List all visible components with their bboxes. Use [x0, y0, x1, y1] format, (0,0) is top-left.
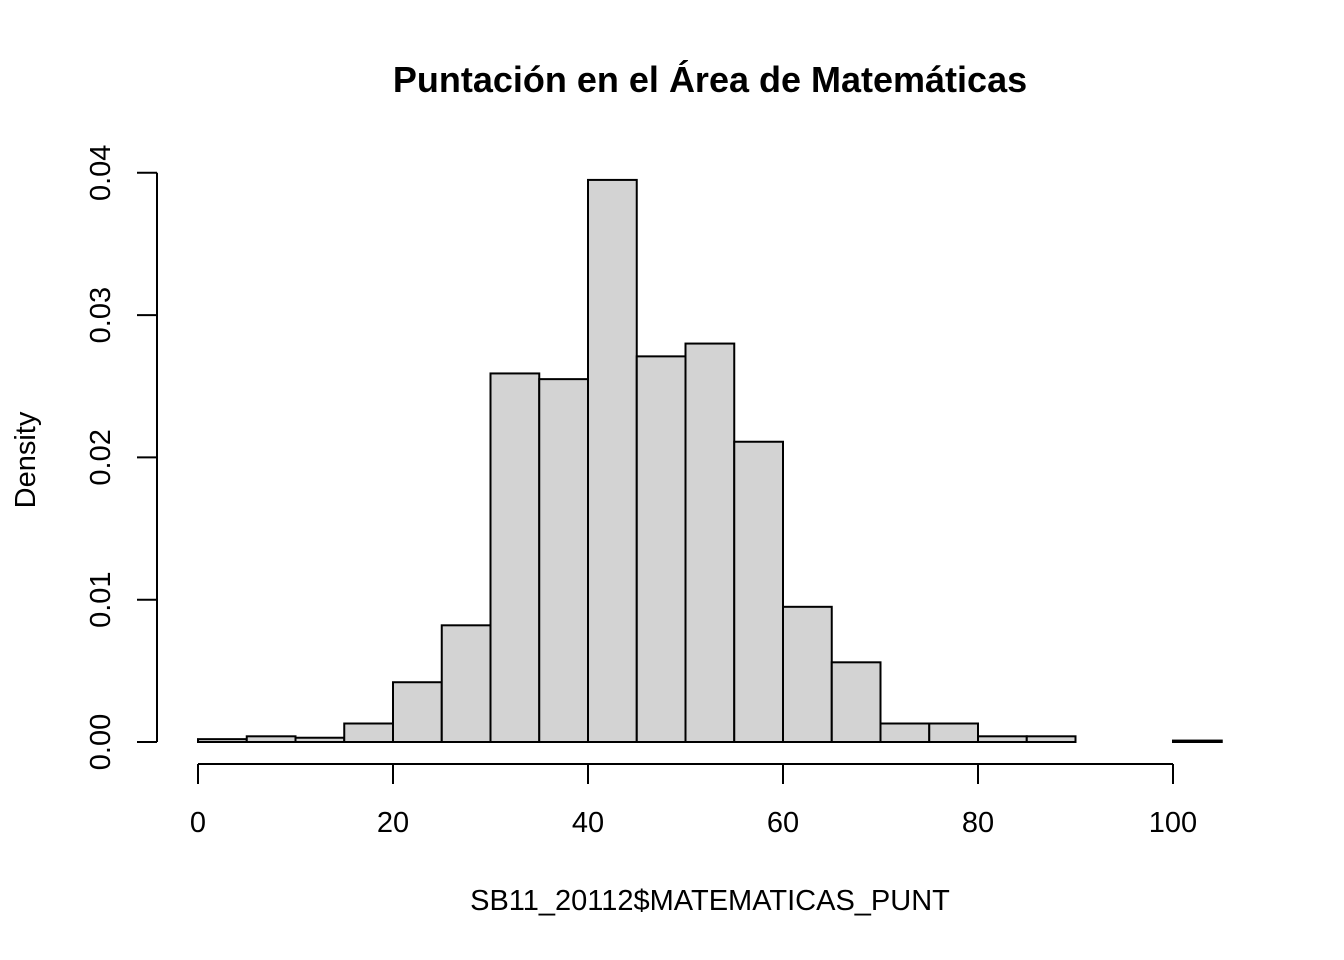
- histogram-bar: [1172, 739, 1223, 744]
- bars-group: [197, 178, 1223, 744]
- y-tick-label: 0.01: [85, 571, 117, 627]
- histogram-bar: [587, 178, 638, 744]
- histogram-bar: [489, 372, 541, 743]
- histogram-bar: [782, 605, 833, 743]
- chart-title: Puntación en el Área de Matemáticas: [393, 59, 1027, 100]
- x-tick-label: 40: [572, 807, 604, 839]
- histogram-bar: [440, 624, 492, 744]
- histogram-bar: [733, 440, 784, 743]
- x-tick-label: 80: [962, 807, 994, 839]
- histogram-bar: [977, 735, 1028, 743]
- histogram-bar: [928, 722, 979, 743]
- y-tick-label: 0.04: [85, 145, 117, 201]
- histogram-bar: [343, 722, 394, 743]
- histogram-bar: [392, 681, 443, 744]
- y-tick-label: 0.00: [85, 714, 117, 770]
- x-tick-label: 60: [767, 807, 799, 839]
- histogram-bar: [1025, 735, 1077, 743]
- histogram-bar: [245, 735, 297, 743]
- histogram-bar: [294, 736, 346, 744]
- x-tick-label: 100: [1149, 807, 1197, 839]
- histogram-bar: [879, 722, 931, 743]
- y-tick-label: 0.02: [85, 429, 117, 485]
- y-axis: 0.00 0.01 0.02 0.03 0.04: [85, 145, 158, 770]
- x-tick-label: 20: [377, 807, 409, 839]
- y-axis-label: Density: [10, 411, 42, 508]
- histogram-bar: [684, 342, 736, 743]
- x-axis-label: SB11_20112$MATEMATICAS_PUNT: [470, 885, 950, 917]
- histogram-bar: [538, 378, 589, 743]
- histogram-bar: [197, 738, 248, 743]
- x-axis: 0 20 40 60 80 100: [190, 763, 1197, 839]
- histogram-bar: [635, 355, 687, 743]
- histogram-bar: [830, 661, 882, 744]
- x-tick-label: 0: [190, 807, 206, 839]
- y-tick-label: 0.03: [85, 287, 117, 343]
